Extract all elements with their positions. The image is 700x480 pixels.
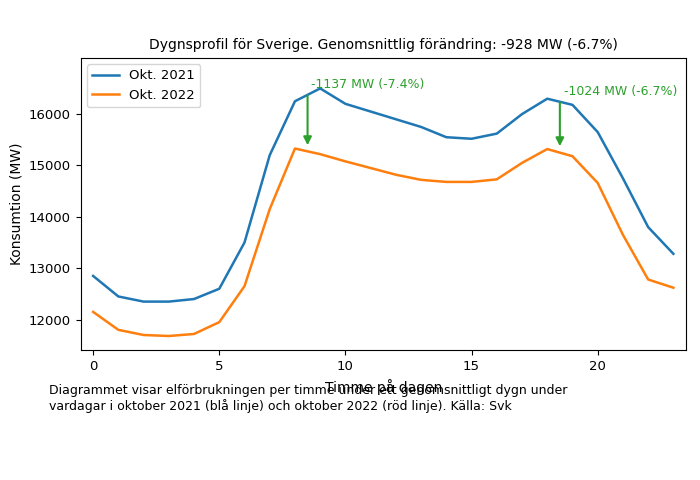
- Okt. 2021: [240, 240, 248, 245]
- Okt. 2021: [594, 129, 602, 135]
- Okt. 2022: [644, 276, 652, 282]
- Okt. 2021: [442, 134, 451, 140]
- Okt. 2021: [215, 286, 223, 292]
- Okt. 2021: [341, 101, 349, 107]
- Legend: Okt. 2021, Okt. 2022: Okt. 2021, Okt. 2022: [87, 64, 200, 108]
- Okt. 2021: [290, 98, 299, 104]
- Okt. 2022: [442, 179, 451, 185]
- Okt. 2022: [265, 206, 274, 212]
- Okt. 2022: [89, 309, 97, 315]
- Okt. 2022: [669, 285, 678, 290]
- Okt. 2021: [493, 131, 501, 136]
- Title: Dygnsprofil för Sverige. Genomsnittlig förändring: -928 MW (-6.7%): Dygnsprofil för Sverige. Genomsnittlig f…: [149, 38, 617, 52]
- Text: -1137 MW (-7.4%): -1137 MW (-7.4%): [312, 78, 425, 91]
- Okt. 2022: [290, 145, 299, 151]
- Okt. 2021: [265, 152, 274, 158]
- Okt. 2021: [568, 102, 577, 108]
- Okt. 2021: [619, 175, 627, 181]
- Okt. 2022: [316, 151, 324, 157]
- Okt. 2022: [190, 331, 198, 337]
- Okt. 2022: [114, 327, 122, 333]
- Okt. 2022: [341, 158, 349, 164]
- Okt. 2021: [644, 224, 652, 230]
- Okt. 2021: [468, 136, 476, 142]
- X-axis label: Timme på dagen: Timme på dagen: [325, 379, 442, 395]
- Okt. 2022: [619, 232, 627, 238]
- Okt. 2022: [417, 177, 426, 183]
- Okt. 2021: [366, 108, 375, 114]
- Okt. 2022: [543, 146, 552, 152]
- Okt. 2021: [669, 251, 678, 257]
- Okt. 2022: [139, 332, 148, 338]
- Okt. 2022: [468, 179, 476, 185]
- Okt. 2021: [164, 299, 173, 304]
- Okt. 2022: [518, 160, 526, 166]
- Okt. 2022: [392, 172, 400, 178]
- Okt. 2021: [190, 296, 198, 302]
- Okt. 2022: [366, 165, 375, 171]
- Text: Diagrammet visar elförbrukningen per timme under ett genomsnittligt dygn under
v: Diagrammet visar elförbrukningen per tim…: [49, 384, 568, 413]
- Okt. 2021: [543, 96, 552, 102]
- Y-axis label: Konsumtion (MW): Konsumtion (MW): [9, 143, 23, 265]
- Okt. 2021: [89, 273, 97, 279]
- Okt. 2022: [493, 177, 501, 182]
- Okt. 2021: [316, 85, 324, 91]
- Okt. 2021: [518, 111, 526, 117]
- Okt. 2022: [164, 333, 173, 339]
- Text: -1024 MW (-6.7%): -1024 MW (-6.7%): [564, 85, 677, 98]
- Okt. 2022: [240, 283, 248, 289]
- Okt. 2022: [594, 180, 602, 186]
- Okt. 2022: [568, 153, 577, 159]
- Line: Okt. 2022: Okt. 2022: [93, 148, 673, 336]
- Okt. 2021: [114, 294, 122, 300]
- Line: Okt. 2021: Okt. 2021: [93, 88, 673, 301]
- Okt. 2021: [417, 124, 426, 130]
- Okt. 2021: [139, 299, 148, 304]
- Okt. 2022: [215, 319, 223, 325]
- Okt. 2021: [392, 116, 400, 122]
